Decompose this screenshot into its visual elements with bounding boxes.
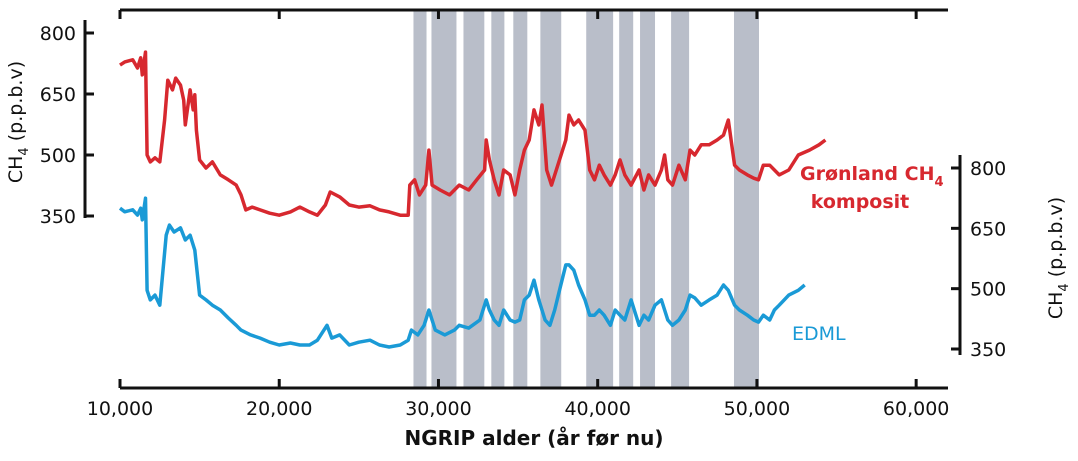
- shaded-interval: [431, 10, 457, 388]
- y-label-rest: (p.p.b.v): [5, 61, 27, 147]
- y2-label-text: CH: [1045, 292, 1067, 320]
- series-label: Grønland CH4: [800, 163, 944, 190]
- series-label-text: Grønland CH: [800, 163, 934, 185]
- x-tick-label: 10,000: [87, 398, 153, 420]
- y2-tick-label: 650: [970, 218, 1006, 240]
- y-tick-label: 500: [40, 145, 76, 167]
- y2-tick-label: 500: [970, 279, 1006, 301]
- y-label-text: CH: [5, 156, 27, 184]
- shaded-interval: [463, 10, 485, 388]
- shaded-interval: [733, 10, 759, 388]
- x-tick-label: 20,000: [246, 398, 312, 420]
- x-tick-label: 30,000: [405, 398, 471, 420]
- shaded-interval: [513, 10, 528, 388]
- series-label-sub: 4: [934, 175, 943, 190]
- y-axis-label: CH4 (p.p.b.v): [5, 61, 32, 183]
- series-line: [119, 50, 827, 217]
- shaded-interval: [640, 10, 656, 388]
- shaded-interval: [540, 10, 562, 388]
- y-tick-label: 350: [40, 206, 76, 228]
- y-tick-label: 650: [40, 84, 76, 106]
- y2-axis-label: CH4 (p.p.b.v): [1045, 197, 1072, 319]
- shaded-interval: [671, 10, 690, 388]
- shaded-interval: [413, 10, 427, 388]
- y2-label-sub: 4: [1057, 283, 1072, 291]
- y-tick-label: 800: [40, 23, 76, 45]
- series-label: EDML: [792, 323, 846, 345]
- x-tick-label: 40,000: [564, 398, 630, 420]
- shaded-interval: [586, 10, 614, 388]
- y2-label-rest: (p.p.b.v): [1045, 197, 1067, 283]
- series-label: komposit: [811, 191, 910, 213]
- x-axis-label: NGRIP alder (år før nu): [404, 426, 663, 450]
- y-label-sub: 4: [17, 147, 32, 155]
- x-tick-label: 60,000: [883, 398, 949, 420]
- x-tick-label: 50,000: [724, 398, 790, 420]
- shaded-interval: [491, 10, 505, 388]
- y2-tick-label: 350: [970, 339, 1006, 361]
- series-line: [118, 196, 806, 349]
- y2-tick-label: 800: [970, 158, 1006, 180]
- shaded-interval: [619, 10, 634, 388]
